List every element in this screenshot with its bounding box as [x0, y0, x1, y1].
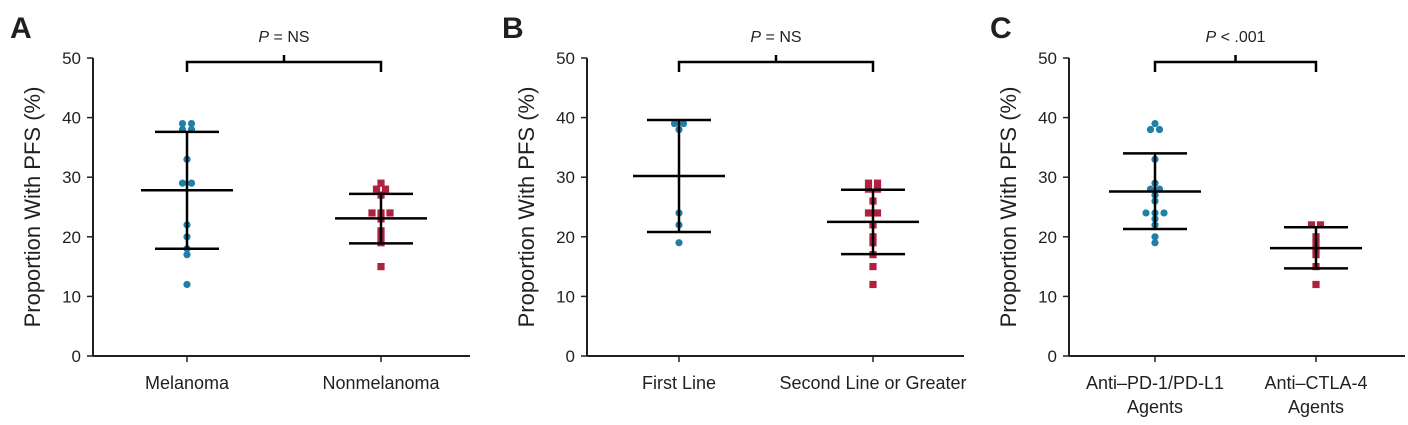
data-point	[864, 209, 873, 217]
data-point	[1151, 233, 1159, 241]
data-point	[679, 119, 688, 128]
y-tick-label: 20	[556, 228, 575, 247]
y-tick-label: 0	[1048, 347, 1057, 366]
data-point	[1316, 221, 1325, 229]
category-label: Anti–PD-1/PD-L1	[1086, 373, 1224, 393]
y-axis-label: Proportion With PFS (%)	[996, 87, 1021, 328]
data-point	[869, 280, 877, 289]
data-point	[183, 280, 191, 289]
p-symbol: P	[1205, 29, 1216, 46]
category-label: Agents	[1127, 397, 1183, 417]
data-point	[178, 179, 187, 187]
category-label: First Line	[642, 373, 716, 393]
data-point	[1155, 125, 1164, 134]
y-tick-label: 10	[556, 287, 575, 306]
y-tick-label: 40	[1038, 109, 1057, 128]
y-tick-label: 50	[62, 49, 81, 68]
y-tick-label: 0	[72, 347, 81, 366]
y-tick-label: 30	[62, 168, 81, 187]
y-tick-label: 50	[1038, 49, 1057, 68]
y-axis-label: Proportion With PFS (%)	[20, 87, 45, 328]
data-point	[1312, 280, 1320, 289]
category-label: Anti–CTLA-4	[1264, 373, 1367, 393]
y-tick-label: 20	[1038, 228, 1057, 247]
data-point	[873, 209, 882, 217]
data-point	[1151, 239, 1159, 247]
data-point	[183, 251, 191, 259]
data-point	[670, 119, 679, 128]
data-point	[675, 239, 683, 247]
data-point	[1146, 125, 1155, 134]
y-tick-label: 30	[1038, 168, 1057, 187]
category-label: Agents	[1288, 397, 1344, 417]
y-axis-label: Proportion With PFS (%)	[514, 87, 539, 328]
p-value-text: = NS	[269, 29, 309, 46]
significance-label: P < .001	[1205, 29, 1265, 46]
data-point	[1307, 221, 1316, 229]
y-tick-label: 40	[62, 109, 81, 128]
panel-a: A Proportion With PFS (%) 0 10 20 30 40 50 Melan…	[10, 12, 470, 393]
significance-bracket	[185, 60, 383, 72]
y-tick-label: 20	[62, 228, 81, 247]
y-tick-label: 50	[556, 49, 575, 68]
y-tick-label: 10	[62, 287, 81, 306]
p-symbol: P	[258, 29, 269, 46]
panel-letter: B	[502, 12, 524, 45]
data-point	[187, 119, 196, 128]
data-point	[381, 185, 390, 193]
category-label: Nonmelanoma	[322, 373, 440, 393]
significance-label: P = NS	[258, 29, 309, 46]
data-point	[187, 179, 196, 187]
data-point	[869, 263, 877, 271]
panel-letter: C	[990, 12, 1012, 45]
category-label: Second Line or Greater	[779, 373, 966, 393]
panel-letter: A	[10, 12, 32, 45]
y-tick-label: 0	[566, 347, 575, 366]
data-point	[1142, 209, 1150, 217]
p-value-text: < .001	[1216, 29, 1265, 46]
significance-bracket	[677, 60, 875, 72]
y-tick-label: 40	[556, 109, 575, 128]
data-point	[377, 179, 385, 187]
data-point	[368, 209, 376, 217]
significance-label: P = NS	[750, 29, 801, 46]
y-tick-label: 10	[1038, 287, 1057, 306]
panel-b: B Proportion With PFS (%) 0 10 20 30 40 50 First…	[502, 12, 967, 393]
category-label: Melanoma	[145, 373, 230, 393]
data-point	[386, 209, 394, 217]
data-point	[1160, 209, 1168, 217]
y-tick-label: 30	[556, 168, 575, 187]
data-point	[178, 119, 187, 128]
significance-bracket	[1153, 60, 1318, 72]
data-point	[372, 185, 381, 193]
panel-c: C Proportion With PFS (%) 0 10 20 30 40 50 Anti–…	[990, 12, 1405, 417]
data-point	[1151, 119, 1159, 128]
p-symbol: P	[750, 29, 761, 46]
p-value-text: = NS	[761, 29, 801, 46]
data-point	[377, 263, 385, 271]
data-point	[873, 179, 882, 187]
data-point	[864, 179, 873, 187]
